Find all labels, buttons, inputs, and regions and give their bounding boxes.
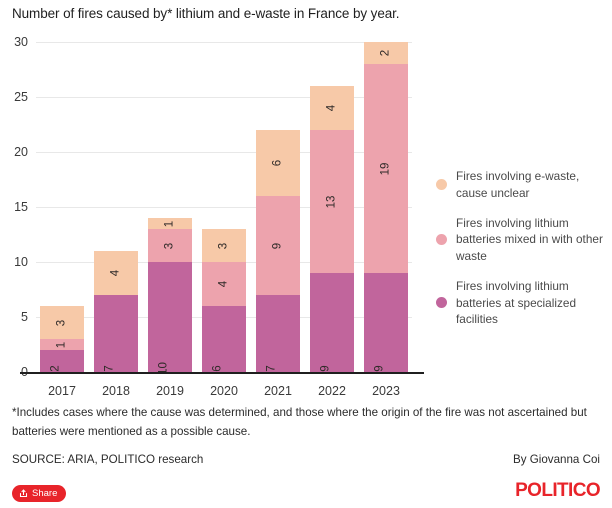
y-axis-tick-25: 25 xyxy=(14,90,28,104)
bar-segment[interactable]: 7 xyxy=(256,295,300,372)
x-axis-label-2023: 2023 xyxy=(372,384,400,398)
bar-value-label: 19 xyxy=(379,162,392,175)
footnote: *Includes cases where the cause was dete… xyxy=(12,406,587,438)
gridline-15: 15 xyxy=(14,200,412,214)
legend-item-label: Fires involving lithium batteries at spe… xyxy=(456,278,577,327)
source-text: SOURCE: ARIA, POLITICO research xyxy=(12,453,204,466)
bar-group-2019[interactable]: 1 3 10 xyxy=(148,42,192,372)
bar-series-container: 3 1 2 4 7 1 3 10 3 4 6 6 9 7 4 13 9 2 19 9 xyxy=(36,42,412,372)
bar-segment[interactable]: 2 xyxy=(40,350,84,372)
bar-group-2020[interactable]: 3 4 6 xyxy=(202,42,246,372)
bar-segment[interactable]: 6 xyxy=(202,306,246,372)
y-axis-tick-15: 15 xyxy=(14,200,28,214)
bar-value-label: 2 xyxy=(379,49,392,57)
bar-group-2022[interactable]: 4 13 9 xyxy=(310,42,354,372)
x-axis-label-2022: 2022 xyxy=(318,384,346,398)
y-axis-tick-20: 20 xyxy=(14,145,28,159)
x-axis-line xyxy=(20,372,424,374)
bar-segment[interactable]: 3 xyxy=(148,229,192,262)
x-axis-label-2021: 2021 xyxy=(264,384,292,398)
bar-value-label: 7 xyxy=(265,364,278,372)
legend-color-swatch xyxy=(436,179,447,191)
chart-legend: Fires involving e-waste, cause unclear Fi… xyxy=(436,168,608,341)
x-axis-label-2018: 2018 xyxy=(102,384,130,398)
bar-segment[interactable]: 4 xyxy=(310,86,354,130)
legend-item-0[interactable]: Fires involving e-waste, cause unclear xyxy=(436,168,608,202)
bar-value-label: 9 xyxy=(271,242,284,249)
legend-color-swatch xyxy=(436,297,447,309)
gridline-25: 25 xyxy=(14,90,412,104)
share-icon xyxy=(19,489,28,498)
x-axis-label-2017: 2017 xyxy=(48,384,76,398)
y-axis-tick-30: 30 xyxy=(14,35,28,49)
legend-item-1[interactable]: Fires involving lithium batteries mixed … xyxy=(436,215,608,265)
x-axis-label-2020: 2020 xyxy=(210,384,238,398)
bar-value-label: 4 xyxy=(217,280,230,288)
bar-value-label: 13 xyxy=(325,195,338,208)
legend-item-2[interactable]: Fires involving lithium batteries at spe… xyxy=(436,278,608,328)
bar-value-label: 1 xyxy=(55,341,68,348)
bar-segment[interactable]: 6 xyxy=(256,130,300,196)
bar-segment[interactable]: 9 xyxy=(364,273,408,372)
bar-segment[interactable]: 7 xyxy=(94,295,138,372)
bar-value-label: 6 xyxy=(211,364,224,372)
legend-item-label: Fires involving e-waste, cause unclear xyxy=(456,169,580,200)
x-axis-labels: 2017 2018 2019 2020 2021 2022 2023 xyxy=(36,384,412,398)
byline: By Giovanna Coi xyxy=(513,453,600,466)
bar-value-label: 7 xyxy=(103,364,116,372)
y-axis-tick-5: 5 xyxy=(21,310,28,324)
bar-segment[interactable]: 1 xyxy=(148,218,192,229)
bar-value-label: 1 xyxy=(163,220,176,227)
gridline-30: 30 xyxy=(14,35,412,49)
bar-segment[interactable]: 4 xyxy=(202,262,246,306)
bar-segment[interactable]: 13 xyxy=(310,130,354,273)
bar-value-label: 2 xyxy=(49,364,62,372)
bar-segment[interactable]: 3 xyxy=(40,306,84,339)
legend-item-label: Fires involving lithium batteries mixed … xyxy=(456,215,603,264)
bar-segment[interactable]: 10 xyxy=(148,262,192,372)
politico-logo: POLITICO xyxy=(515,480,601,501)
bar-value-label: 9 xyxy=(319,364,332,372)
bar-segment[interactable]: 2 xyxy=(364,42,408,64)
share-button-label: Share xyxy=(32,488,58,499)
bar-segment[interactable]: 9 xyxy=(310,273,354,372)
bar-value-label: 9 xyxy=(373,364,386,372)
bar-value-label: 4 xyxy=(325,104,338,112)
legend-color-swatch xyxy=(436,234,447,246)
bar-group-2017[interactable]: 3 1 2 xyxy=(40,42,84,372)
page-title: Number of fires caused by* lithium and e… xyxy=(12,6,400,21)
y-axis-tick-10: 10 xyxy=(14,255,28,269)
share-button[interactable]: Share xyxy=(12,485,67,502)
bar-value-label: 3 xyxy=(217,242,230,249)
bar-segment[interactable]: 9 xyxy=(256,196,300,295)
bar-segment[interactable]: 1 xyxy=(40,339,84,350)
gridline-20: 20 xyxy=(14,145,412,159)
bar-value-label: 6 xyxy=(271,159,284,167)
bar-group-2021[interactable]: 6 9 7 xyxy=(256,42,300,372)
bar-value-label: 4 xyxy=(109,269,122,277)
x-axis-label-2019: 2019 xyxy=(156,384,184,398)
bar-value-label: 10 xyxy=(157,361,170,372)
bar-group-2023[interactable]: 2 19 9 xyxy=(364,42,408,372)
bar-value-label: 3 xyxy=(163,242,176,249)
bar-segment[interactable]: 4 xyxy=(94,251,138,295)
bar-value-label: 3 xyxy=(55,319,68,326)
bar-segment[interactable]: 3 xyxy=(202,229,246,262)
bar-segment[interactable]: 19 xyxy=(364,64,408,273)
